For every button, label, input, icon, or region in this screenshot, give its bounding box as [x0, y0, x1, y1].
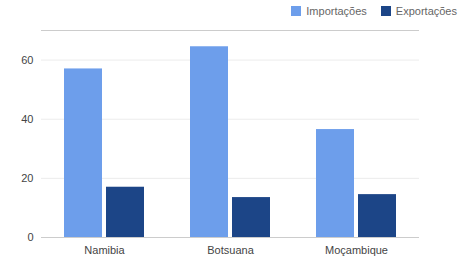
svg-text:60: 60 — [21, 54, 33, 66]
svg-text:40: 40 — [21, 113, 33, 125]
svg-text:Namibia: Namibia — [84, 244, 125, 256]
html-text:Exportações: Exportações — [395, 5, 457, 17]
svg-text:0: 0 — [27, 231, 33, 243]
svg-text:Moçambique: Moçambique — [325, 244, 388, 256]
svg-text:20: 20 — [21, 172, 33, 184]
html-text:Importações: Importações — [306, 5, 367, 17]
svg-text:Botsuana: Botsuana — [207, 244, 254, 256]
